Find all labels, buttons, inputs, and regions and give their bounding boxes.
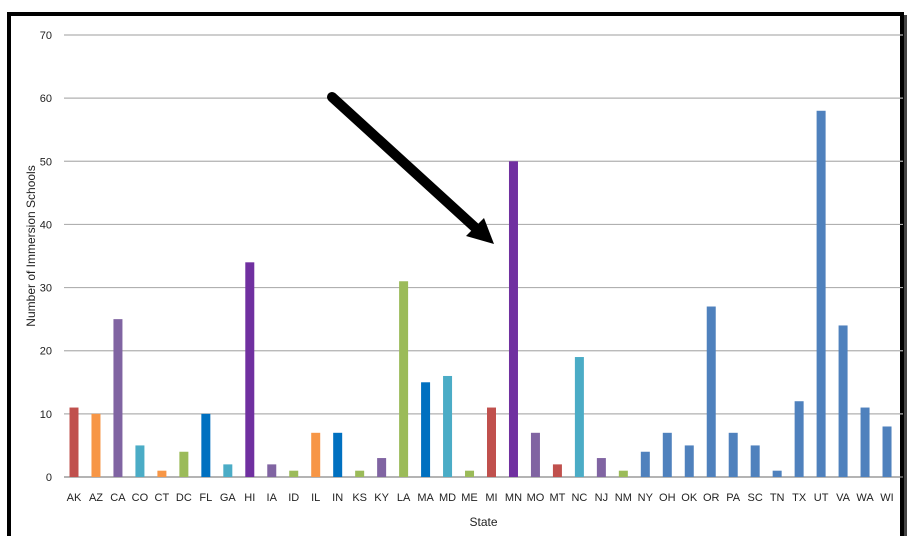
bar-nc [574,357,584,477]
y-axis-ticks: 0 10 20 30 40 50 60 70 [40,30,52,484]
bar-hi [245,262,255,477]
x-tick-label: DC [176,492,192,504]
bar-mo [530,432,540,477]
x-tick-label: IN [332,492,343,504]
y-axis-title: Number of Immersion Schools [24,165,38,326]
x-tick-label: IA [267,492,278,504]
x-tick-label: IL [311,492,320,504]
x-tick-label: KS [352,492,367,504]
x-tick-label: FL [199,492,212,504]
x-tick-label: TX [792,492,807,504]
x-tick-label: CO [132,492,149,504]
bar-ak [69,407,79,477]
bar-in [333,432,343,477]
y-tick-label: 10 [40,409,52,421]
x-tick-label: OR [703,492,720,504]
x-tick-label: WA [856,492,874,504]
arrow-shaft [327,92,485,237]
x-tick-label: CA [110,492,126,504]
bar-az [91,413,101,477]
bar-il [311,432,321,477]
bar-md [443,375,453,477]
x-tick-label: OK [681,492,698,504]
annotation-arrow [327,92,494,244]
x-tick-label: SC [748,492,763,504]
x-tick-label: MO [527,492,545,504]
x-tick-label: LA [397,492,411,504]
bar-ks [355,470,365,477]
bar-ca [113,319,123,477]
bar-ny [640,451,650,477]
bar-tx [794,401,804,477]
x-tick-label: MI [485,492,497,504]
bar-ct [157,470,167,477]
x-tick-label: ME [461,492,478,504]
x-tick-label: ID [288,492,299,504]
bar-mi [487,407,496,477]
bar-pa [728,432,738,477]
x-tick-label: NM [615,492,632,504]
bar-nj [596,458,606,477]
bars [69,110,892,478]
bar-nm [618,470,628,477]
x-tick-label: GA [220,492,237,504]
bar-la [399,281,409,477]
x-tick-label: NJ [595,492,608,504]
x-tick-label: AK [67,492,82,504]
x-tick-label: WI [880,492,893,504]
bar-ia [267,464,277,477]
x-tick-label: CT [155,492,170,504]
bar-ky [377,458,387,477]
x-tick-label: AZ [89,492,103,504]
x-tick-label: HI [244,492,255,504]
bar-ut [816,110,826,478]
x-tick-label: VA [836,492,851,504]
arrow-head [466,218,494,244]
bar-wa [860,407,870,477]
bar-dc [179,451,189,477]
x-tick-label: MA [417,492,434,504]
bar-ok [684,445,694,477]
bar-ga [223,464,233,477]
bar-id [289,470,299,477]
x-tick-label: MT [549,492,565,504]
x-tick-label: MN [505,492,522,504]
bar-tn [772,470,782,477]
x-tick-label: UT [814,492,829,504]
y-tick-label: 20 [40,346,52,358]
bar-sc [750,445,760,477]
y-tick-label: 60 [40,93,52,105]
bar-co [135,445,145,477]
y-tick-label: 40 [40,219,52,231]
x-tick-label: KY [374,492,389,504]
x-tick-label: TN [770,492,785,504]
bar-me [465,470,475,477]
x-axis-ticks: AK AZ CA CO CT DC FL GA HI IA ID IL IN KS KY LA MA MD ME MI… [67,492,894,504]
bar-ma [421,382,431,477]
y-tick-label: 50 [40,156,52,168]
bar-fl [201,413,211,477]
x-axis-title: State [469,515,497,529]
bar-va [838,325,848,477]
bar-oh [662,432,672,477]
bar-mt [552,464,562,477]
x-tick-label: PA [726,492,741,504]
x-tick-label: NY [638,492,654,504]
y-tick-label: 70 [40,30,52,42]
bar-or [706,306,716,477]
gridlines [64,34,903,478]
y-tick-label: 0 [46,472,52,484]
y-tick-label: 30 [40,283,52,295]
bar-wi [882,426,892,477]
x-tick-label: OH [659,492,676,504]
x-tick-label: NC [571,492,587,504]
x-tick-label: MD [439,492,456,504]
bar-mn [508,161,518,478]
